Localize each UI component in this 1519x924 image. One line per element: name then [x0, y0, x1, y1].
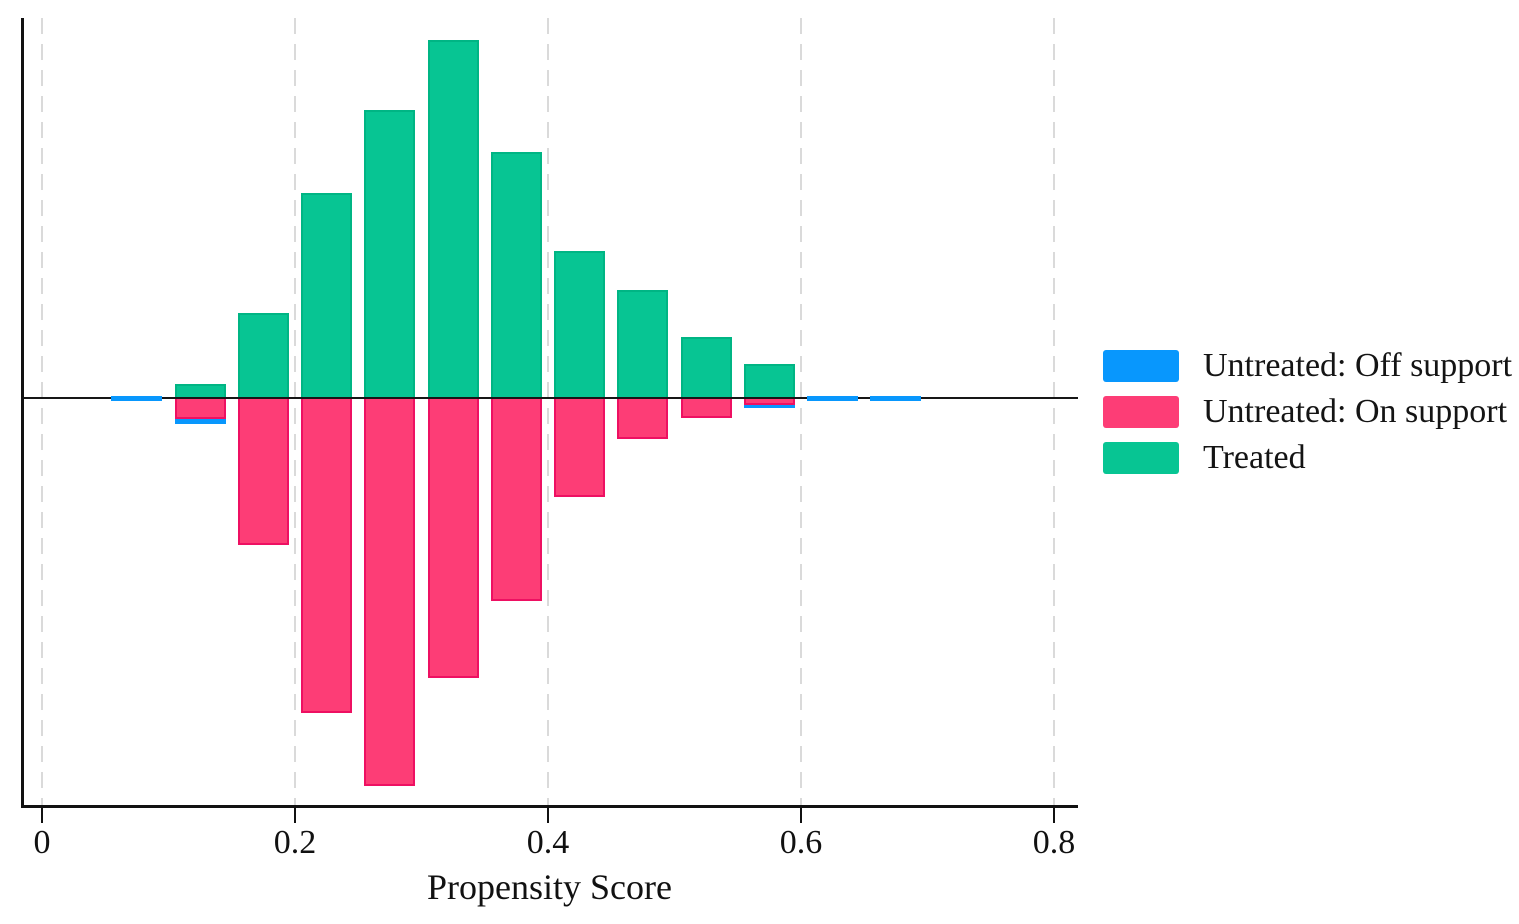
gridline [547, 18, 549, 805]
x-tick [41, 808, 43, 823]
bar-untreated-on [490, 398, 542, 601]
bar-untreated-on [237, 398, 289, 545]
x-tick [294, 808, 296, 823]
gridline [41, 18, 43, 805]
gridline [800, 18, 802, 805]
bar-untreated-on [301, 398, 353, 713]
bar-treated [364, 110, 416, 398]
bar-treated [554, 251, 606, 398]
gridline [294, 18, 296, 805]
bar-untreated-off [174, 419, 226, 424]
bar-treated [617, 290, 669, 398]
legend-label-untreated-off-support: Untreated: Off support [1203, 347, 1513, 384]
plot-area: 0 0.2 0.4 0.6 0.8 [21, 18, 1078, 861]
bar-untreated-off [111, 396, 163, 401]
bar-untreated-on [364, 398, 416, 786]
legend-item-untreated-on-support: Untreated: On support [1103, 393, 1512, 430]
bar-treated [490, 152, 542, 398]
x-axis-title: Propensity Score [427, 867, 672, 907]
bar-untreated-on [680, 398, 732, 418]
gridline [1053, 18, 1055, 805]
bar-untreated-off [870, 396, 922, 401]
x-axis-line [21, 805, 1078, 808]
bar-untreated-on [617, 398, 669, 439]
legend-label-treated: Treated [1203, 439, 1306, 476]
legend-item-untreated-off-support: Untreated: Off support [1103, 347, 1513, 384]
bar-untreated-off [743, 405, 795, 408]
legend-swatch-untreated-on-support [1103, 396, 1179, 428]
legend: Untreated: Off support Untreated: On sup… [1103, 347, 1513, 488]
bar-treated [680, 337, 732, 398]
legend-swatch-treated [1103, 442, 1179, 474]
x-tick-label: 0.6 [779, 824, 823, 861]
bar-untreated-off [807, 396, 859, 401]
x-tick [1053, 808, 1055, 823]
bar-untreated-on [174, 398, 226, 419]
x-tick-label: 0.4 [526, 824, 570, 861]
bar-treated [743, 364, 795, 398]
legend-item-treated: Treated [1103, 439, 1512, 476]
bar-treated [237, 313, 289, 398]
bar-untreated-on [743, 398, 795, 405]
x-tick-label: 0.8 [1032, 824, 1076, 861]
bar-untreated-on [554, 398, 606, 497]
x-tick [547, 808, 549, 823]
bar-treated [427, 40, 479, 398]
bar-untreated-on [427, 398, 479, 678]
bar-treated [301, 193, 353, 398]
y-axis-line [21, 18, 24, 808]
x-tick-label: 0.2 [273, 824, 317, 861]
legend-swatch-untreated-off-support [1103, 350, 1179, 382]
legend-label-untreated-on-support: Untreated: On support [1203, 393, 1508, 430]
zero-line [21, 397, 1078, 399]
bar-treated [174, 384, 226, 398]
x-tick-label: 0 [33, 824, 51, 861]
x-tick [800, 808, 802, 823]
